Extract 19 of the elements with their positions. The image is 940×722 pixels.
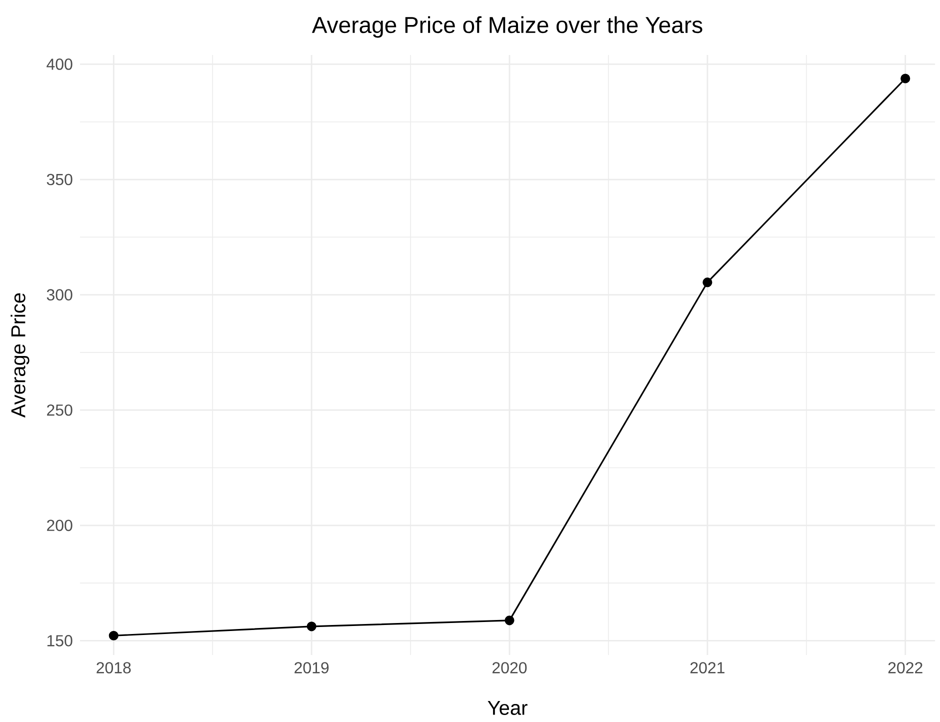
y-tick-label: 350 [46, 174, 72, 186]
x-tick-label: 2022 [888, 662, 922, 674]
point [108, 630, 118, 640]
y-tick-label: 200 [47, 520, 72, 532]
point [900, 74, 910, 84]
point [504, 616, 514, 626]
y-tick-label: 250 [47, 404, 72, 416]
y-tick-label: 400 [46, 58, 72, 70]
y-tick-label: 150 [47, 635, 72, 646]
x-tick-label: 2019 [294, 662, 329, 674]
y-axis-title: Average Price [10, 293, 30, 418]
x-tick-label: 2021 [690, 662, 724, 674]
x-tick-label: 2018 [96, 662, 131, 674]
chart-title: Average Price of Maize over the Years [312, 16, 702, 38]
x-axis-title: Year [488, 701, 528, 715]
y-tick-label: 300 [46, 289, 72, 300]
point [306, 622, 316, 632]
point [702, 278, 712, 288]
x-tick-label: 2020 [492, 662, 527, 674]
